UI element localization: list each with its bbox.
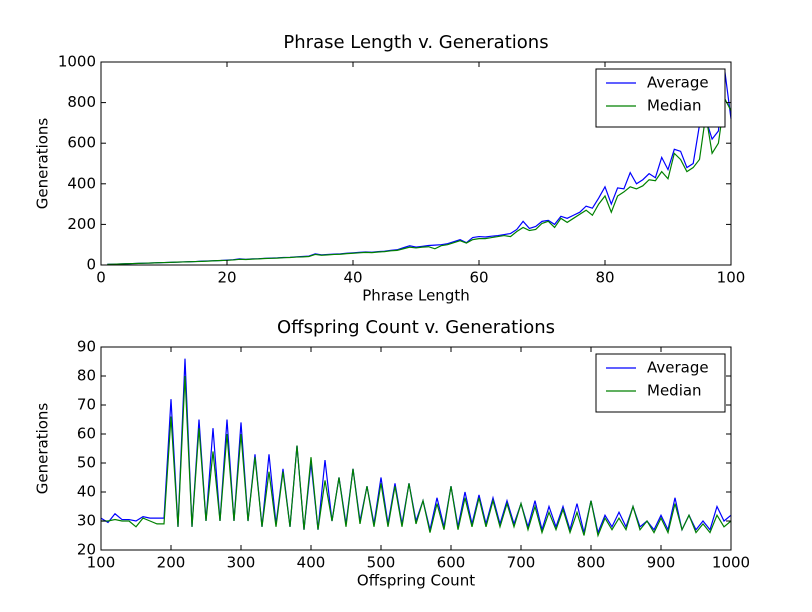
- x-axis-label: Offspring Count: [357, 572, 475, 590]
- x-tick-label: 300: [227, 554, 256, 572]
- x-tick-label: 600: [437, 554, 466, 572]
- y-tick-label: 600: [67, 134, 96, 152]
- x-tick-label: 700: [507, 554, 536, 572]
- data-line: [101, 375, 732, 538]
- legend-label: Average: [647, 74, 709, 92]
- data-line: [107, 96, 732, 265]
- y-axis-label: Generations: [34, 403, 52, 495]
- y-tick-label: 400: [67, 174, 96, 192]
- y-tick-label: 40: [77, 483, 96, 501]
- y-tick-label: 50: [77, 454, 96, 472]
- axes-frame: [100, 346, 732, 551]
- y-tick-label: 0: [86, 256, 96, 274]
- x-tick-label: 1000: [712, 554, 750, 572]
- legend-box: [595, 353, 726, 413]
- y-tick-label: 80: [77, 367, 96, 385]
- y-axis-label: Generations: [34, 118, 52, 210]
- legend-label: Median: [647, 97, 702, 115]
- y-tick-label: 30: [77, 512, 96, 530]
- x-tick-label: 500: [367, 554, 396, 572]
- x-tick-label: 100: [717, 269, 746, 287]
- x-tick-label: 100: [87, 554, 116, 572]
- x-tick-label: 60: [469, 269, 488, 287]
- y-tick-label: 800: [67, 93, 96, 111]
- y-tick-label: 20: [77, 541, 96, 559]
- chart-title: Phrase Length v. Generations: [283, 32, 548, 53]
- x-tick-label: 900: [647, 554, 676, 572]
- y-tick-label: 70: [77, 396, 96, 414]
- x-tick-label: 0: [96, 269, 106, 287]
- y-tick-label: 200: [67, 215, 96, 233]
- y-tick-label: 60: [77, 425, 96, 443]
- x-tick-label: 40: [343, 269, 362, 287]
- x-tick-label: 400: [297, 554, 326, 572]
- x-tick-label: 20: [217, 269, 236, 287]
- legend-label: Median: [647, 382, 702, 400]
- x-tick-label: 800: [577, 554, 606, 572]
- legend-box: [595, 68, 726, 128]
- y-tick-label: 1000: [58, 53, 96, 71]
- axes-frame: [100, 61, 732, 266]
- x-tick-label: 200: [157, 554, 186, 572]
- y-tick-label: 90: [77, 338, 96, 356]
- x-tick-label: 80: [595, 269, 614, 287]
- legend-label: Average: [647, 359, 709, 377]
- chart-title: Offspring Count v. Generations: [277, 317, 555, 338]
- x-axis-label: Phrase Length: [362, 287, 469, 305]
